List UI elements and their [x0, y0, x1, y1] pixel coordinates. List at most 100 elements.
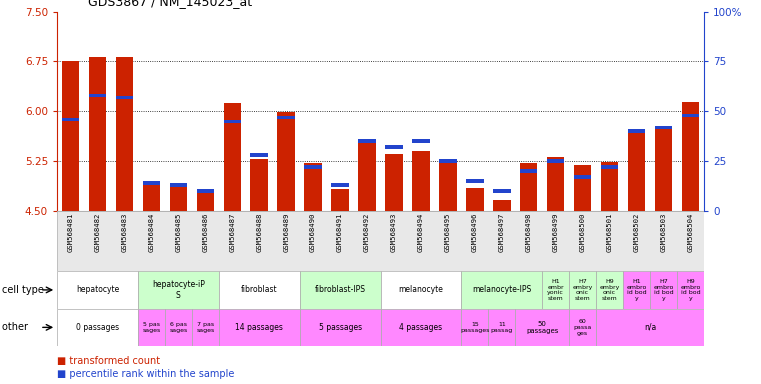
Bar: [170, 184, 187, 187]
Text: cell type: cell type: [2, 285, 49, 295]
Text: GSM568504: GSM568504: [687, 213, 693, 252]
Bar: [543, 271, 569, 309]
Text: GSM568499: GSM568499: [552, 213, 559, 252]
Bar: [493, 200, 511, 211]
Bar: [224, 103, 241, 211]
Text: GSM568484: GSM568484: [148, 213, 154, 252]
Bar: [300, 309, 380, 346]
Text: 15
passages: 15 passages: [460, 322, 489, 333]
Bar: [250, 159, 268, 211]
Text: GSM568487: GSM568487: [229, 213, 235, 252]
Bar: [601, 162, 619, 211]
Bar: [601, 166, 619, 169]
Bar: [520, 169, 537, 173]
Bar: [192, 309, 219, 346]
Text: other: other: [2, 322, 33, 333]
Bar: [569, 309, 596, 346]
Bar: [547, 157, 565, 211]
Text: 50
passages: 50 passages: [526, 321, 559, 334]
Bar: [300, 271, 380, 309]
Text: 60
passa
ges: 60 passa ges: [574, 319, 592, 336]
Bar: [650, 271, 677, 309]
Bar: [196, 189, 214, 193]
Text: fibroblast: fibroblast: [241, 285, 278, 295]
Bar: [515, 309, 569, 346]
Text: n/a: n/a: [644, 323, 656, 332]
Bar: [138, 309, 165, 346]
Bar: [461, 271, 542, 309]
Bar: [682, 114, 699, 117]
Text: GSM568486: GSM568486: [202, 213, 209, 252]
Text: H7
embro
id bod
y: H7 embro id bod y: [653, 279, 673, 301]
Text: H9
embro
id bod
y: H9 embro id bod y: [680, 279, 701, 301]
Bar: [142, 181, 160, 185]
Bar: [466, 179, 483, 183]
Text: GSM568497: GSM568497: [498, 213, 505, 252]
Bar: [138, 271, 219, 309]
Bar: [116, 58, 133, 211]
Text: GSM568495: GSM568495: [445, 213, 451, 252]
Bar: [385, 146, 403, 149]
Bar: [574, 175, 591, 179]
Text: GSM568498: GSM568498: [526, 213, 532, 252]
Bar: [250, 154, 268, 157]
Text: fibroblast-IPS: fibroblast-IPS: [314, 285, 365, 295]
Text: GSM568489: GSM568489: [283, 213, 289, 252]
Text: GSM568493: GSM568493: [391, 213, 397, 252]
Text: GSM568492: GSM568492: [364, 213, 370, 252]
Bar: [682, 102, 699, 211]
Text: 4 passages: 4 passages: [400, 323, 442, 332]
Bar: [466, 188, 483, 211]
Text: 14 passages: 14 passages: [235, 323, 283, 332]
Bar: [62, 61, 79, 211]
Text: 5 pas
sages: 5 pas sages: [142, 322, 161, 333]
Text: H7
embry
onic
stem: H7 embry onic stem: [572, 279, 593, 301]
Bar: [62, 118, 79, 121]
Bar: [196, 193, 214, 211]
Bar: [89, 57, 107, 211]
Text: GSM568481: GSM568481: [68, 213, 74, 252]
Bar: [412, 151, 430, 211]
Text: GSM568488: GSM568488: [256, 213, 263, 252]
Bar: [677, 271, 704, 309]
Text: ■ transformed count: ■ transformed count: [57, 356, 161, 366]
Bar: [358, 141, 376, 211]
Bar: [89, 94, 107, 97]
Text: GDS3867 / NM_145023_at: GDS3867 / NM_145023_at: [88, 0, 252, 8]
Bar: [358, 139, 376, 143]
Bar: [331, 184, 349, 187]
Text: 7 pas
sages: 7 pas sages: [196, 322, 215, 333]
Bar: [439, 159, 457, 163]
Bar: [493, 189, 511, 193]
Bar: [304, 162, 322, 211]
Bar: [380, 271, 461, 309]
Bar: [380, 309, 461, 346]
Bar: [628, 129, 645, 133]
Bar: [57, 309, 138, 346]
Bar: [412, 139, 430, 143]
Text: hepatocyte: hepatocyte: [76, 285, 119, 295]
Text: H1
embr
yonic
stem: H1 embr yonic stem: [547, 279, 564, 301]
Bar: [331, 189, 349, 211]
Text: GSM568503: GSM568503: [661, 213, 667, 252]
Text: GSM568483: GSM568483: [122, 213, 127, 252]
Text: GSM568502: GSM568502: [634, 213, 639, 252]
Text: H1
embro
id bod
y: H1 embro id bod y: [626, 279, 647, 301]
Text: 6 pas
sages: 6 pas sages: [169, 322, 187, 333]
Text: 11
passag: 11 passag: [491, 322, 513, 333]
Text: GSM568501: GSM568501: [607, 213, 613, 252]
Text: ■ percentile rank within the sample: ■ percentile rank within the sample: [57, 369, 234, 379]
Bar: [304, 166, 322, 169]
Bar: [278, 116, 295, 119]
Bar: [628, 130, 645, 211]
Text: 5 passages: 5 passages: [319, 323, 361, 332]
Bar: [461, 309, 489, 346]
Text: GSM568485: GSM568485: [175, 213, 181, 252]
Bar: [219, 271, 300, 309]
Text: GSM568494: GSM568494: [418, 213, 424, 252]
Text: GSM568496: GSM568496: [472, 213, 478, 252]
Bar: [142, 182, 160, 211]
Bar: [596, 271, 623, 309]
Text: 0 passages: 0 passages: [76, 323, 119, 332]
Bar: [623, 271, 650, 309]
